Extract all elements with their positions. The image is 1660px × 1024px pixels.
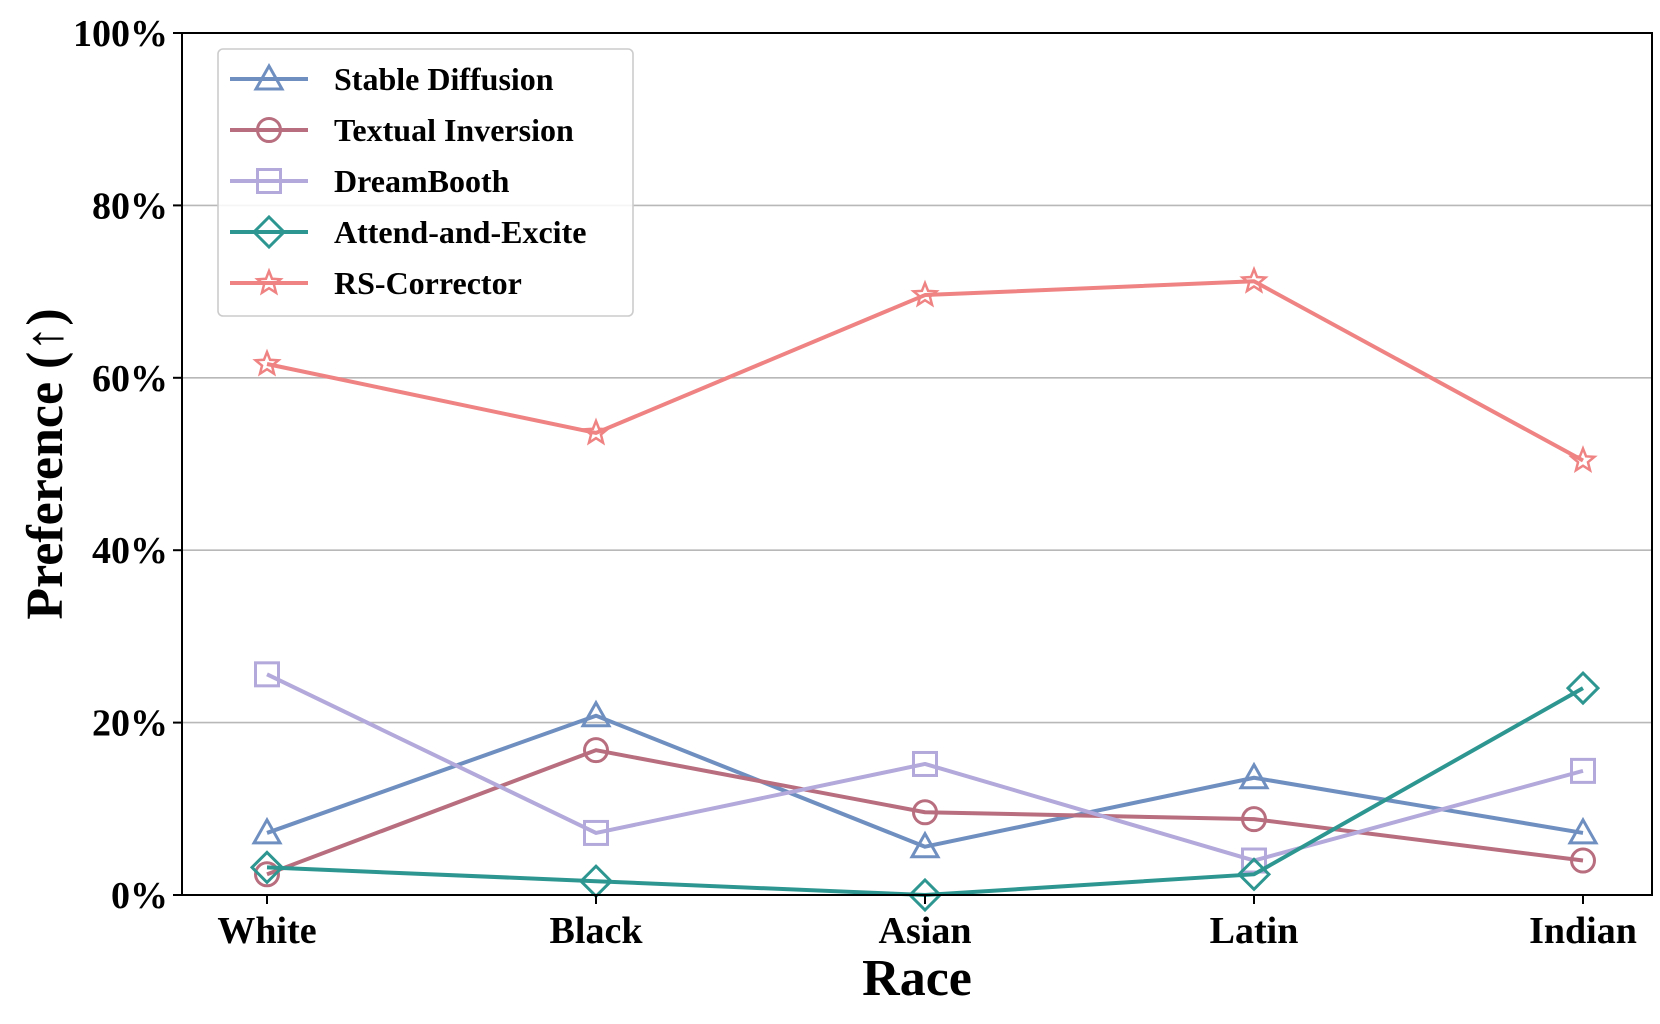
data-point-rs-corrector-latin xyxy=(1239,265,1269,294)
data-point-textual-inversion-white xyxy=(254,861,280,888)
x-axis-title: Race xyxy=(862,950,972,1007)
legend-item-attend-and-excite: Attend-and-Excite xyxy=(230,214,586,250)
y-tick-label: 0% xyxy=(111,875,168,917)
series-line-dreambooth xyxy=(266,672,1584,863)
legend-marker-dreambooth xyxy=(256,168,282,194)
legend-label-textual-inversion: Textual Inversion xyxy=(334,112,574,148)
legend-item-textual-inversion: Textual Inversion xyxy=(230,112,574,148)
legend-item-stable-diffusion: Stable Diffusion xyxy=(230,61,554,97)
x-tick-label: Indian xyxy=(1529,910,1637,952)
x-tick-label: Black xyxy=(550,910,644,952)
series-line-attend-and-excite xyxy=(266,686,1584,897)
data-point-stable-diffusion-indian xyxy=(1567,816,1599,845)
data-point-attend-and-excite-latin xyxy=(1236,857,1272,892)
data-point-dreambooth-black xyxy=(583,819,609,846)
x-axis-ticks: White Black Asian Latin Indian xyxy=(217,895,1637,952)
data-point-rs-corrector-asian xyxy=(910,279,940,308)
series-rs-corrector xyxy=(252,265,1598,474)
x-tick-label: Latin xyxy=(1210,910,1299,952)
data-point-rs-corrector-white xyxy=(252,348,282,377)
plot-frame xyxy=(181,32,1653,896)
legend-box xyxy=(217,48,634,317)
legend-marker-stable-diffusion xyxy=(253,62,285,91)
data-point-stable-diffusion-asian xyxy=(909,830,941,859)
legend-label-stable-diffusion: Stable Diffusion xyxy=(334,61,554,97)
legend-marker-rs-corrector xyxy=(254,267,284,296)
legend-label-rs-corrector: RS-Corrector xyxy=(334,265,522,301)
data-point-textual-inversion-black xyxy=(583,737,609,764)
legend: Stable Diffusion Textual Inversion DreamBo… xyxy=(217,48,634,317)
y-axis-title: Preference (↑) xyxy=(17,308,74,619)
series-textual-inversion xyxy=(254,737,1596,888)
data-point-textual-inversion-asian xyxy=(912,799,938,826)
y-axis-ticks: 0% 20% 40% 60% 80% 100% xyxy=(73,13,182,917)
legend-item-dreambooth: DreamBooth xyxy=(230,163,510,199)
legend-marker-textual-inversion xyxy=(256,117,282,143)
data-point-rs-corrector-indian xyxy=(1568,445,1598,474)
series-line-rs-corrector xyxy=(266,279,1584,463)
legend-label-dreambooth: DreamBooth xyxy=(334,163,510,199)
y-tick-label: 100% xyxy=(73,13,168,55)
series-dreambooth xyxy=(254,661,1596,874)
x-tick-label: White xyxy=(217,910,316,952)
y-tick-label: 40% xyxy=(92,530,168,572)
data-point-dreambooth-asian xyxy=(912,750,938,777)
data-point-textual-inversion-latin xyxy=(1241,806,1267,833)
series-stable-diffusion xyxy=(251,699,1599,859)
data-point-stable-diffusion-white xyxy=(251,816,283,845)
data-point-attend-and-excite-asian xyxy=(907,877,943,913)
data-point-dreambooth-indian xyxy=(1570,757,1596,784)
legend-item-rs-corrector: RS-Corrector xyxy=(230,265,522,301)
series-line-stable-diffusion xyxy=(266,713,1584,849)
series-attend-and-excite xyxy=(249,670,1601,913)
data-point-dreambooth-white xyxy=(254,661,280,688)
x-tick-label: Asian xyxy=(879,910,972,952)
data-point-stable-diffusion-black xyxy=(580,699,612,728)
series-layer xyxy=(249,265,1601,913)
data-point-attend-and-excite-white xyxy=(249,850,285,885)
data-point-textual-inversion-indian xyxy=(1570,847,1596,874)
data-point-attend-and-excite-indian xyxy=(1565,670,1601,706)
y-tick-label: 60% xyxy=(92,358,168,400)
legend-marker-attend-and-excite xyxy=(251,214,287,250)
legend-label-attend-and-excite: Attend-and-Excite xyxy=(334,214,586,250)
data-point-stable-diffusion-latin xyxy=(1238,761,1270,790)
series-line-textual-inversion xyxy=(266,748,1584,877)
y-tick-label: 80% xyxy=(92,185,168,227)
data-point-rs-corrector-black xyxy=(581,417,611,446)
y-tick-label: 20% xyxy=(92,703,168,745)
